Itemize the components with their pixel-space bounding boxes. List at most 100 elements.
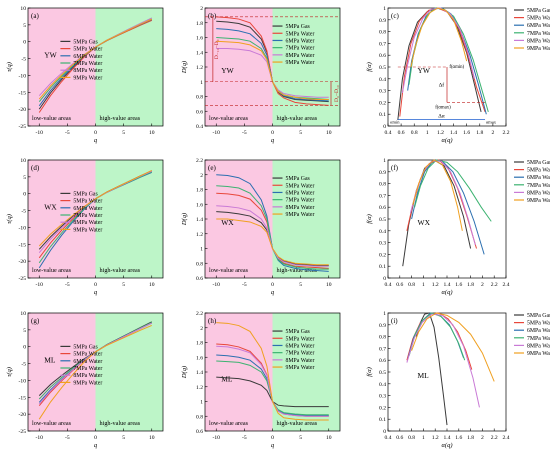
legend-entry: 9MPa Water <box>527 46 550 52</box>
x-tick-label: 0.6 <box>396 282 403 288</box>
legend-entry: 5MPa Gas <box>73 344 98 350</box>
y-tick-label: 0 <box>23 192 26 198</box>
group-label: ML <box>44 356 56 365</box>
x-tick-label: 5 <box>299 130 302 136</box>
x-tick-label: 2.2 <box>491 435 498 441</box>
x-axis-label: α(q) <box>442 442 453 449</box>
y-axis-label: f(α) <box>366 62 373 72</box>
fmin-label: f(αmin) <box>449 65 464 70</box>
x-tick-label: 1.4 <box>450 130 457 136</box>
x-tick-label: 2.2 <box>503 130 510 136</box>
y-tick-label: 0.7 <box>379 193 386 199</box>
x-tick-label: 1 <box>422 435 425 441</box>
high-value-region <box>95 160 163 278</box>
y-tick-label: 0.5 <box>379 217 386 223</box>
y-tick-label: 1.4 <box>196 50 203 56</box>
x-tick-label: 2 <box>481 435 484 441</box>
legend-entry: 5MPa Gas <box>73 191 98 197</box>
amin-label: αmin <box>390 120 400 125</box>
series-line <box>38 169 152 247</box>
y-tick-label: -10 <box>19 225 27 231</box>
x-axis-label: q <box>94 137 98 144</box>
x-tick-label: 0 <box>94 282 97 288</box>
x-tick-label: 1.2 <box>432 435 439 441</box>
y-tick-label: 0.5 <box>379 65 386 71</box>
x-tick-label: 0.8 <box>408 282 415 288</box>
x-tick-label: 0 <box>94 435 97 441</box>
x-axis-label: q <box>271 289 275 296</box>
legend-entry: 6MPa Water <box>73 206 102 212</box>
df-label: Δf <box>439 82 445 89</box>
y-tick-label: 1.4 <box>196 370 203 376</box>
legend-entry: 5MPa Water <box>527 321 550 327</box>
y-tick-label: 0.7 <box>379 41 386 47</box>
y-tick-label: 0.6 <box>379 53 386 59</box>
chart-panel-h: low-value areas high-value areas-10 -5 0 5 10… <box>181 311 341 449</box>
plot-frame <box>387 159 507 279</box>
legend-entry: 9MPa Water <box>73 380 102 386</box>
legend-entry: 5MPa Water <box>527 168 550 174</box>
group-label: ML <box>221 374 233 383</box>
x-tick-label: -5 <box>65 282 70 288</box>
x-tick-label: 10 <box>149 435 155 441</box>
series-line <box>216 322 329 421</box>
low-value-label: low-value areas <box>32 267 72 274</box>
high-value-label: high-value areas <box>277 115 318 122</box>
y-tick-label: 0.2 <box>379 405 386 411</box>
legend-entry: 5MPa Gas <box>527 160 550 166</box>
y-tick-label: 1.4 <box>196 217 203 223</box>
high-value-label: high-value areas <box>277 420 318 427</box>
y-tick-label: 10 <box>20 311 26 317</box>
x-tick-label: 10 <box>326 130 332 136</box>
legend-entry: 8MPa Water <box>73 220 102 226</box>
y-tick-label: 0.6 <box>379 205 386 211</box>
high-value-label: high-value areas <box>100 115 141 122</box>
x-axis-label: q <box>271 137 275 144</box>
legend-entry: 9MPa Water <box>73 75 102 81</box>
y-tick-label: 0.3 <box>379 241 386 247</box>
x-tick-label: 1.8 <box>476 130 483 136</box>
y-tick-label: 0.6 <box>196 109 203 115</box>
group-label: YW <box>418 66 431 75</box>
y-tick-label: 5 <box>23 23 26 29</box>
y-tick-label: 0.2 <box>379 100 386 106</box>
x-tick-label: -5 <box>242 435 247 441</box>
y-tick-label: 1.2 <box>196 65 203 71</box>
chart-panel-a: low-value areas high-value areas -10 -5 0 5 10… <box>6 6 164 144</box>
y-tick-label: 2.2 <box>196 311 203 317</box>
legend-entry: 7MPa Water <box>527 336 550 342</box>
da-label: Δα <box>438 114 445 120</box>
legend-entry: 5MPa Gas <box>286 176 311 182</box>
legend-entry: 5MPa Gas <box>527 313 550 319</box>
x-tick-label: 10 <box>326 435 332 441</box>
x-tick-label: -5 <box>65 130 70 136</box>
legend-entry: 8MPa Water <box>527 190 550 196</box>
x-tick-label: -10 <box>36 435 44 441</box>
legend-entry: 9MPa Water <box>286 365 315 371</box>
group-label: ML <box>418 371 430 380</box>
y-tick-label: 1.2 <box>196 232 203 238</box>
low-value-label: low-value areas <box>209 267 249 274</box>
y-tick-label: 0.6 <box>379 358 386 364</box>
low-value-region <box>205 313 273 431</box>
x-tick-label: 2 <box>481 282 484 288</box>
low-value-region <box>28 160 96 278</box>
y-tick-label: 0.9 <box>379 323 386 329</box>
legend-entry: 6MPa Water <box>286 190 315 196</box>
x-tick-label: -10 <box>213 282 221 288</box>
y-tick-label: 2.2 <box>196 158 203 164</box>
x-axis-label: α(q) <box>442 289 453 296</box>
legend-entry: 7MPa Water <box>73 213 102 219</box>
group-label: WX <box>221 218 234 227</box>
legend-entry: 5MPa Gas <box>73 39 98 45</box>
legend-entry: 6MPa Water <box>527 328 550 334</box>
panel-label: (d) <box>31 164 40 172</box>
series-line <box>38 325 152 420</box>
y-axis-label: D(q) <box>181 366 188 379</box>
x-tick-label: 5 <box>122 282 125 288</box>
x-tick-label: 1.2 <box>432 282 439 288</box>
legend-entry: 5MPa Gas <box>286 329 311 335</box>
y-tick-label: 1 <box>383 158 386 164</box>
y-tick-label: -5 <box>21 57 26 63</box>
dmax-annotation: D₋₁₀−D₀ <box>214 39 220 59</box>
